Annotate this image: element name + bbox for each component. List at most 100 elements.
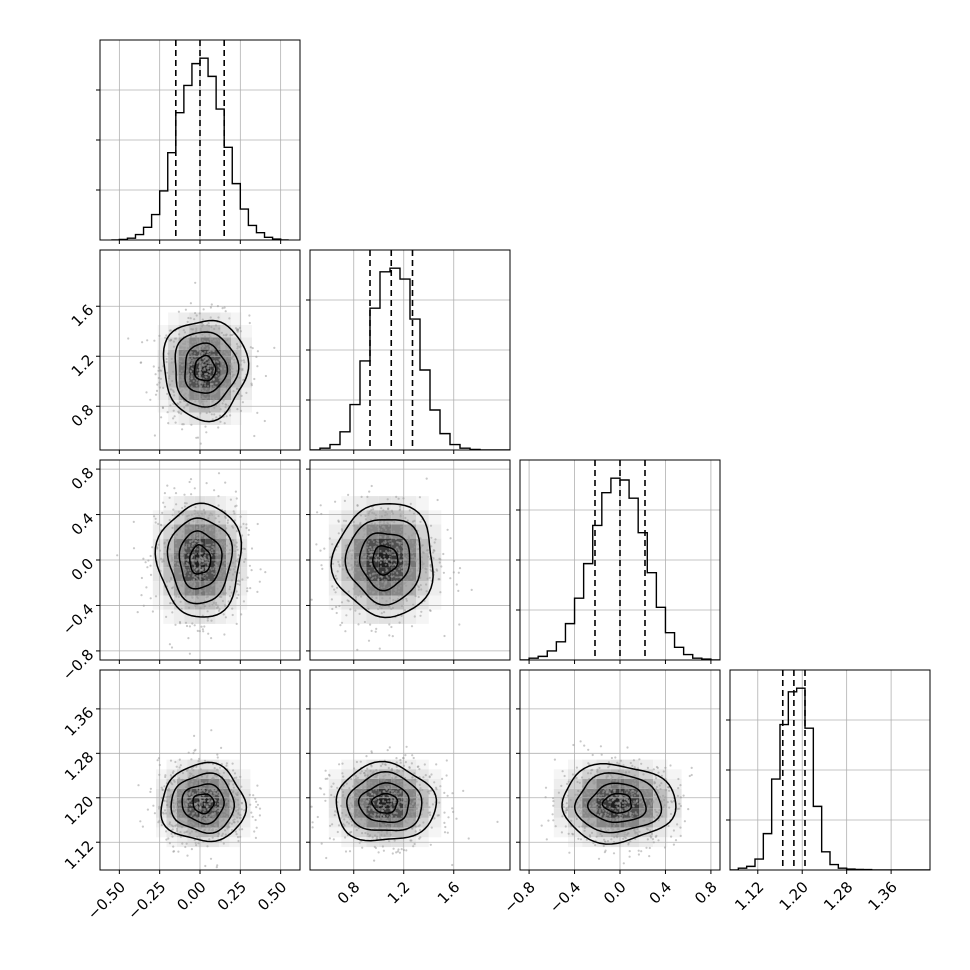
scatter-point [390,790,394,793]
scatter-point [380,528,383,532]
scatter-point [638,807,642,810]
density-cell [187,769,198,779]
scatter-point [428,775,431,778]
density-cell [378,524,392,539]
scatter-point [204,531,207,534]
scatter-point [369,834,372,837]
scatter-point [250,384,253,387]
scatter-point [349,549,352,552]
scatter-point [638,758,641,761]
scatter-point [376,526,380,529]
scatter-point [213,794,216,797]
density-cell [236,524,248,539]
scatter-point [173,487,176,490]
scatter-point [226,519,230,522]
density-cell [416,759,429,770]
scatter-point [419,520,422,523]
scatter-point [248,314,251,317]
density-cell [178,312,190,325]
scatter-point [384,514,387,517]
scatter-point [636,802,639,805]
scatter-point [400,604,403,608]
scatter-point [162,501,165,504]
scatter-point [219,786,222,790]
scatter-point [162,558,165,561]
scatter-point [208,514,211,517]
scatter-point [346,557,349,560]
scatter-point [677,787,680,790]
scatter-point [379,520,382,523]
scatter-point [204,390,207,393]
scatter-point [178,804,181,807]
scatter-point [364,518,367,521]
scatter-point [199,798,202,801]
scatter-point [221,307,224,310]
scatter-point [377,608,380,611]
scatter-point [146,339,149,342]
scatter-point [391,823,395,827]
density-cell [236,595,248,610]
scatter-point [628,771,631,774]
scatter-point [400,783,403,786]
scatter-point [382,800,385,803]
scatter-point [374,603,378,606]
scatter-point [209,306,212,309]
density-cell [624,769,639,779]
scatter-point [226,338,229,342]
density-cell [341,595,354,610]
scatter-point [203,554,207,557]
scatter-point [210,338,214,341]
scatter-point [189,582,192,585]
density-cell [236,510,248,525]
scatter-point [620,795,623,798]
scatter-point [190,423,193,426]
scatter-point [192,769,195,772]
scatter-point [344,544,347,547]
scatter-point [408,572,412,576]
scatter-point [191,361,194,364]
scatter-point [207,578,210,582]
density-cell [166,759,177,770]
scatter-point [224,562,227,565]
scatter-point [216,753,219,756]
scatter-point [591,802,594,805]
density-cell [391,759,404,770]
scatter-point [264,374,267,378]
scatter-point [346,821,349,824]
scatter-point [217,832,220,835]
scatter-point [618,786,621,790]
scatter-point [220,342,224,346]
scatter-point [184,799,187,802]
scatter-point [144,561,147,564]
scatter-point [190,559,193,562]
scatter-point [406,821,409,825]
scatter-point [397,792,400,795]
scatter-point [233,519,236,522]
scatter-point [207,322,210,325]
density-cell [156,788,167,799]
scatter-point [149,573,153,577]
density-cell [596,798,611,809]
scatter-point [402,764,406,767]
scatter-point [210,814,214,817]
scatter-point [221,388,224,391]
scatter-point [199,593,202,596]
density-cell [173,538,185,553]
scatter-point [405,551,408,554]
scatter-point [206,617,209,620]
scatter-point [190,513,193,516]
scatter-point [606,840,610,843]
scatter-point [381,762,384,766]
scatter-point [206,610,209,613]
density-cell [152,510,164,525]
scatter-point [175,533,179,536]
scatter-point [333,795,336,798]
scatter-point [200,397,203,401]
scatter-point [187,316,190,320]
scatter-point [363,818,367,821]
scatter-point [375,558,378,561]
scatter-point [385,803,388,806]
scatter-point [668,789,671,792]
scatter-panel [310,745,499,867]
scatter-point [337,519,340,522]
